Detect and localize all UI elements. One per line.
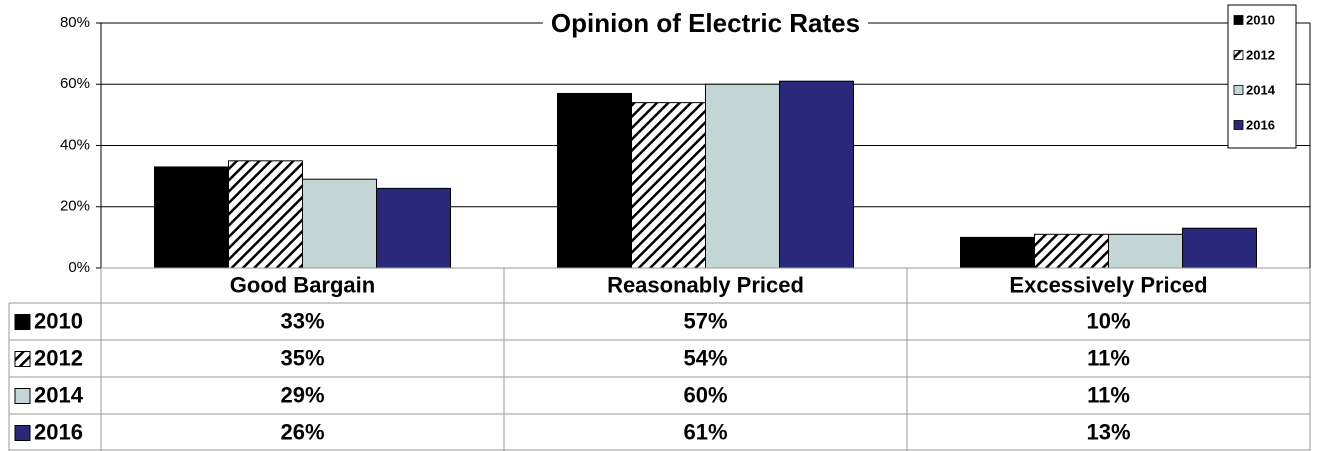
bar bbox=[705, 83, 780, 269]
table-value: 61% bbox=[683, 419, 727, 444]
chart-title: Opinion of Electric Rates bbox=[551, 8, 860, 38]
bar bbox=[228, 160, 303, 269]
table-swatch bbox=[14, 314, 31, 330]
legend-swatch bbox=[1233, 120, 1244, 130]
table-swatch bbox=[14, 425, 31, 441]
legend-label: 2014 bbox=[1246, 82, 1276, 97]
bar bbox=[1034, 233, 1109, 269]
y-tick-label: 20% bbox=[60, 198, 90, 215]
table-value: 35% bbox=[280, 345, 324, 370]
y-tick-label: 0% bbox=[68, 259, 90, 276]
row-label: 2012 bbox=[34, 345, 83, 370]
category-label: Reasonably Priced bbox=[607, 272, 804, 297]
table-swatch bbox=[14, 388, 31, 404]
bar bbox=[960, 236, 1035, 269]
bar bbox=[1108, 233, 1183, 269]
bar bbox=[557, 92, 632, 269]
bar bbox=[376, 187, 451, 269]
legend-label: 2016 bbox=[1246, 117, 1275, 132]
legend-label: 2012 bbox=[1246, 47, 1275, 62]
table-value: 11% bbox=[1087, 345, 1130, 370]
row-label: 2010 bbox=[34, 308, 83, 333]
table-value: 60% bbox=[683, 382, 727, 407]
legend-swatch bbox=[1233, 15, 1244, 25]
y-tick-label: 40% bbox=[60, 136, 90, 153]
legend-swatch bbox=[1233, 85, 1244, 95]
y-tick-label: 60% bbox=[60, 75, 90, 92]
table-value: 11% bbox=[1087, 382, 1130, 407]
bar bbox=[1182, 227, 1257, 269]
bar bbox=[154, 166, 229, 269]
table-value: 33% bbox=[280, 308, 324, 333]
title-background bbox=[542, 8, 869, 40]
table-value: 57% bbox=[683, 308, 727, 333]
bar bbox=[302, 178, 377, 269]
row-label: 2014 bbox=[34, 382, 84, 407]
table-value: 29% bbox=[280, 382, 324, 407]
category-label: Good Bargain bbox=[230, 272, 375, 297]
bar bbox=[631, 102, 706, 269]
legend-swatch bbox=[1233, 50, 1244, 60]
table-value: 54% bbox=[683, 345, 727, 370]
legend-label: 2010 bbox=[1246, 12, 1275, 27]
table-swatch bbox=[14, 351, 31, 367]
row-label: 2016 bbox=[34, 419, 83, 444]
category-label: Excessively Priced bbox=[1009, 272, 1207, 297]
table-value: 10% bbox=[1086, 308, 1130, 333]
bar bbox=[779, 80, 854, 269]
y-tick-label: 80% bbox=[60, 14, 90, 31]
table-value: 13% bbox=[1086, 419, 1130, 444]
table-value: 26% bbox=[280, 419, 324, 444]
